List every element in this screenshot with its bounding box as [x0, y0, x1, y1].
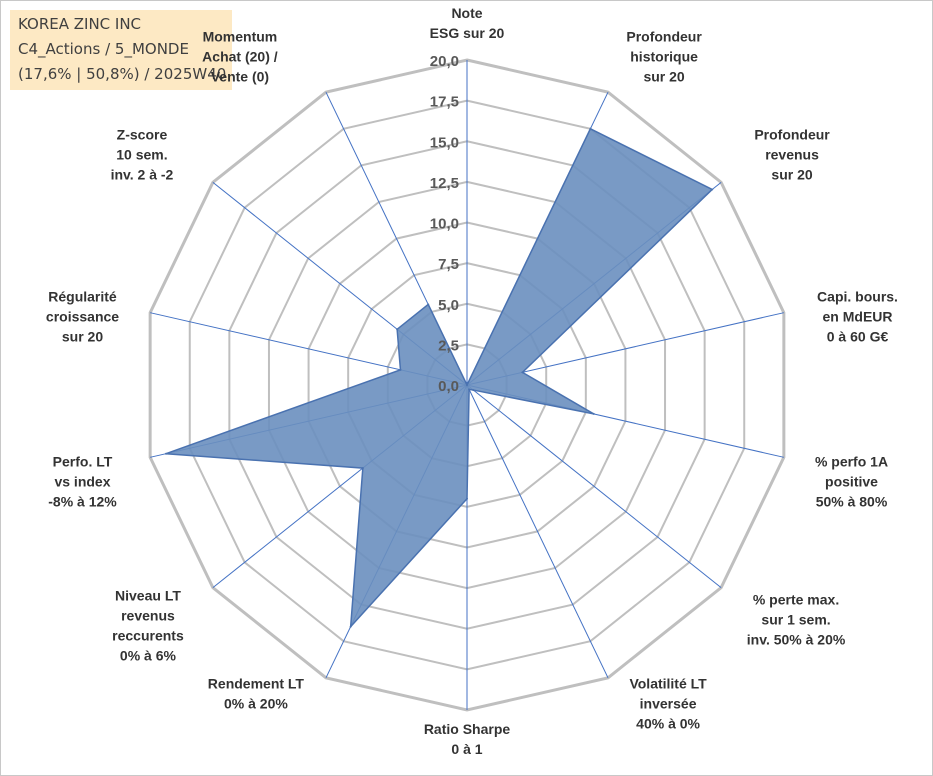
data-point — [711, 188, 714, 191]
axis-label: Note ESG sur 20 — [430, 5, 505, 41]
axis-label: % perfo 1A positive 50% à 80% — [815, 453, 888, 509]
data-point — [399, 368, 402, 371]
tick-label: 5,0 — [438, 297, 459, 314]
tick-label: 17,5 — [430, 94, 459, 111]
axis-label: Z-score 10 sem. inv. 2 à -2 — [111, 127, 174, 183]
tick-label: 20,0 — [430, 53, 459, 70]
tick-label: 0,0 — [438, 378, 459, 395]
axis-label: Ratio Sharpe 0 à 1 — [424, 721, 511, 757]
axis-label: Rendement LT 0% à 20% — [208, 675, 305, 711]
stats-label: (17,6% | 50,8%) / 2025W40 — [18, 65, 227, 83]
data-point — [396, 328, 399, 331]
data-point — [164, 452, 167, 455]
axis-label: Profondeur historique sur 20 — [626, 29, 702, 85]
data-point — [361, 467, 364, 470]
axis-label: Régularité croissance sur 20 — [46, 289, 119, 345]
info-box: KOREA ZINC INC C4_Actions / 5_MONDE (17,… — [10, 10, 232, 90]
axis-label: Momentum Achat (20) / Vente (0) — [202, 29, 278, 85]
tick-label: 15,0 — [430, 134, 459, 151]
tick-label: 2,5 — [438, 337, 459, 354]
data-point — [349, 625, 352, 628]
axis-spoke — [466, 384, 722, 589]
tick-label: 12,5 — [430, 175, 459, 192]
data-point — [466, 497, 468, 500]
data-point — [589, 127, 592, 130]
data-point — [427, 303, 430, 306]
axis-spoke — [466, 384, 609, 679]
data-point — [468, 388, 471, 391]
company-name: KOREA ZINC INC — [18, 15, 142, 33]
axis-label: Volatilité LT inversée 40% à 0% — [629, 675, 707, 731]
data-point — [472, 389, 475, 392]
data-point — [521, 371, 524, 374]
data-point — [466, 384, 468, 386]
tick-label: 10,0 — [430, 216, 459, 233]
category-label: C4_Actions / 5_MONDE — [18, 40, 189, 58]
axis-label: Profondeur revenus sur 20 — [754, 127, 830, 183]
tick-label: 7,5 — [438, 256, 459, 273]
axis-label: Capi. bours. en MdEUR 0 à 60 G€ — [817, 289, 898, 345]
data-point — [592, 412, 595, 415]
axis-label: Niveau LT revenus reccurents 0% à 6% — [112, 587, 184, 663]
axis-label: Perfo. LT vs index -8% à 12% — [48, 453, 117, 509]
axis-label: % perte max. sur 1 sem. inv. 50% à 20% — [747, 591, 846, 647]
